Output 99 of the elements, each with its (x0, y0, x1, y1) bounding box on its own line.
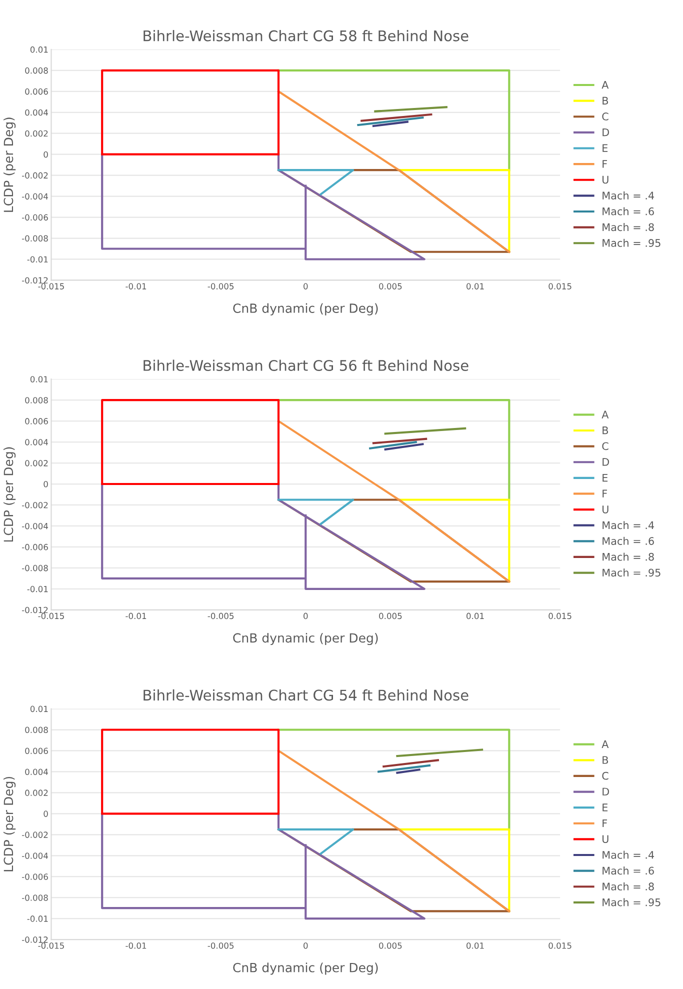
legend-label: Mach = .6 (602, 866, 654, 875)
x-tick-label: -0.005 (208, 283, 234, 290)
legend-label: U (602, 506, 608, 514)
legend-label: D (602, 458, 610, 466)
y-tick-label: 0.004 (25, 109, 48, 116)
x-tick-label: 0 (304, 612, 308, 620)
x-tick-label: -0.005 (208, 612, 234, 620)
legend-label: Mach = .95 (602, 898, 660, 906)
x-tick-label: -0.015 (38, 612, 64, 620)
legend-label: Mach = .8 (602, 223, 654, 232)
legend-label: E (602, 804, 608, 812)
legend-label: Mach = .95 (602, 238, 660, 247)
x-tick-label: 0.005 (379, 612, 402, 620)
legend-label: A (602, 740, 609, 748)
legend-label: Mach = .4 (602, 850, 654, 859)
y-tick-label: -0.01 (27, 256, 48, 263)
y-tick-label: 0.01 (30, 706, 48, 712)
y-axis-title: LCDP (per Deg) (4, 447, 16, 542)
x-tick-label: -0.015 (38, 942, 64, 949)
y-tick-label: 0.008 (25, 67, 48, 74)
x-tick-label: 0.01 (466, 283, 484, 290)
y-tick-label: -0.002 (22, 832, 48, 838)
y-tick-label: -0.008 (22, 564, 48, 572)
y-tick-label: 0.01 (30, 376, 48, 382)
x-tick-label: -0.005 (208, 942, 234, 949)
y-tick-label: -0.008 (22, 894, 48, 901)
legend-label: E (602, 474, 608, 482)
y-tick-label: 0.004 (25, 768, 48, 776)
legend-label: A (602, 81, 609, 89)
x-tick-label: 0.01 (466, 942, 484, 949)
y-tick-label: 0 (44, 480, 48, 488)
y-tick-label: 0.008 (25, 726, 48, 734)
legend-label: Mach = .4 (602, 521, 654, 530)
legend-label: Mach = .4 (602, 191, 654, 200)
y-tick-label: 0.002 (25, 790, 48, 796)
y-tick-label: -0.006 (22, 214, 48, 221)
y-tick-label: -0.006 (22, 544, 48, 550)
legend-label: U (602, 176, 608, 184)
x-tick-label: 0 (304, 942, 308, 949)
y-tick-label: -0.002 (22, 172, 48, 179)
legend-label: F (602, 160, 607, 168)
legend-label: B (602, 426, 608, 434)
y-tick-label: -0.012 (22, 936, 48, 943)
x-tick-label: 0.015 (548, 612, 572, 620)
y-tick-label: -0.002 (22, 502, 48, 508)
y-tick-label: -0.01 (27, 916, 48, 922)
chart-title: Bihrle-Weissman Chart CG 56 ft Behind Nose (144, 360, 468, 371)
x-tick-label: 0.005 (379, 283, 402, 290)
legend-label: E (602, 144, 608, 152)
x-tick-label: -0.01 (126, 283, 146, 290)
y-tick-label: 0.004 (25, 439, 48, 446)
y-tick-label: -0.004 (22, 522, 48, 530)
y-tick-label: -0.01 (27, 586, 48, 592)
y-tick-label: 0.002 (25, 130, 48, 137)
x-tick-label: -0.01 (126, 612, 146, 620)
y-tick-label: -0.004 (22, 852, 48, 859)
legend-label: D (602, 788, 610, 796)
legend-label: Mach = .6 (602, 536, 654, 545)
y-axis-title: LCDP (per Deg) (4, 776, 16, 872)
y-tick-label: 0.01 (30, 46, 48, 53)
x-axis-title: CnB dynamic (per Deg) (233, 632, 378, 646)
legend-label: B (602, 756, 608, 764)
x-tick-label: 0 (304, 283, 308, 290)
legend-label: Mach = .8 (602, 882, 654, 890)
x-tick-label: -0.015 (38, 283, 64, 290)
legend-label: Mach = .6 (602, 207, 654, 216)
legend-label: D (602, 128, 610, 136)
y-tick-label: 0 (44, 151, 48, 158)
y-tick-label: 0.002 (25, 460, 48, 466)
x-tick-label: 0.015 (548, 942, 572, 949)
y-tick-label: 0.006 (25, 88, 48, 95)
x-tick-label: 0.015 (548, 283, 572, 290)
legend-label: C (602, 772, 608, 780)
x-tick-label: 0.005 (379, 942, 402, 949)
y-tick-label: -0.012 (22, 606, 48, 614)
legend-label: U (602, 835, 608, 843)
x-axis-title: CnB dynamic (per Deg) (233, 962, 378, 975)
legend-label: Mach = .95 (602, 568, 660, 577)
legend-label: A (602, 410, 609, 418)
y-tick-label: 0.006 (25, 748, 48, 754)
chart-title: Bihrle-Weissman Chart CG 58 ft Behind Nose (144, 30, 468, 42)
y-axis-title: LCDP (per Deg) (4, 118, 16, 212)
y-tick-label: -0.012 (22, 277, 48, 284)
y-tick-label: 0.008 (25, 397, 48, 404)
legend-label: C (602, 112, 608, 120)
legend-label: C (602, 442, 608, 450)
legend-label: F (602, 819, 607, 828)
y-tick-label: 0 (44, 810, 48, 817)
y-tick-label: 0.006 (25, 418, 48, 424)
legend-label: B (602, 96, 608, 104)
y-tick-label: -0.008 (22, 235, 48, 242)
y-tick-label: -0.004 (22, 193, 48, 200)
legend-label: F (602, 490, 607, 498)
y-tick-label: -0.006 (22, 874, 48, 880)
x-axis-title: CnB dynamic (per Deg) (233, 303, 378, 316)
chart-title: Bihrle-Weissman Chart CG 54 ft Behind Nose (144, 689, 468, 701)
x-tick-label: -0.01 (126, 942, 146, 949)
legend-label: Mach = .8 (602, 552, 654, 561)
x-tick-label: 0.01 (466, 612, 484, 620)
